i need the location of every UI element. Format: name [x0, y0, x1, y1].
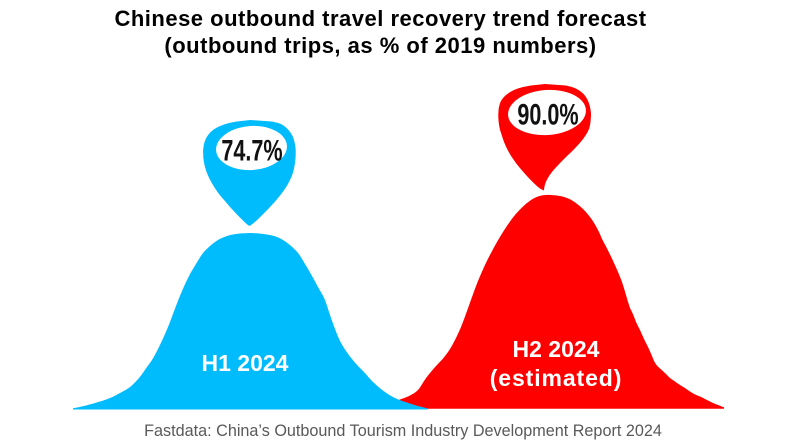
svg-text:74.7%: 74.7%	[221, 133, 282, 167]
svg-text:90.0%: 90.0%	[517, 97, 578, 131]
